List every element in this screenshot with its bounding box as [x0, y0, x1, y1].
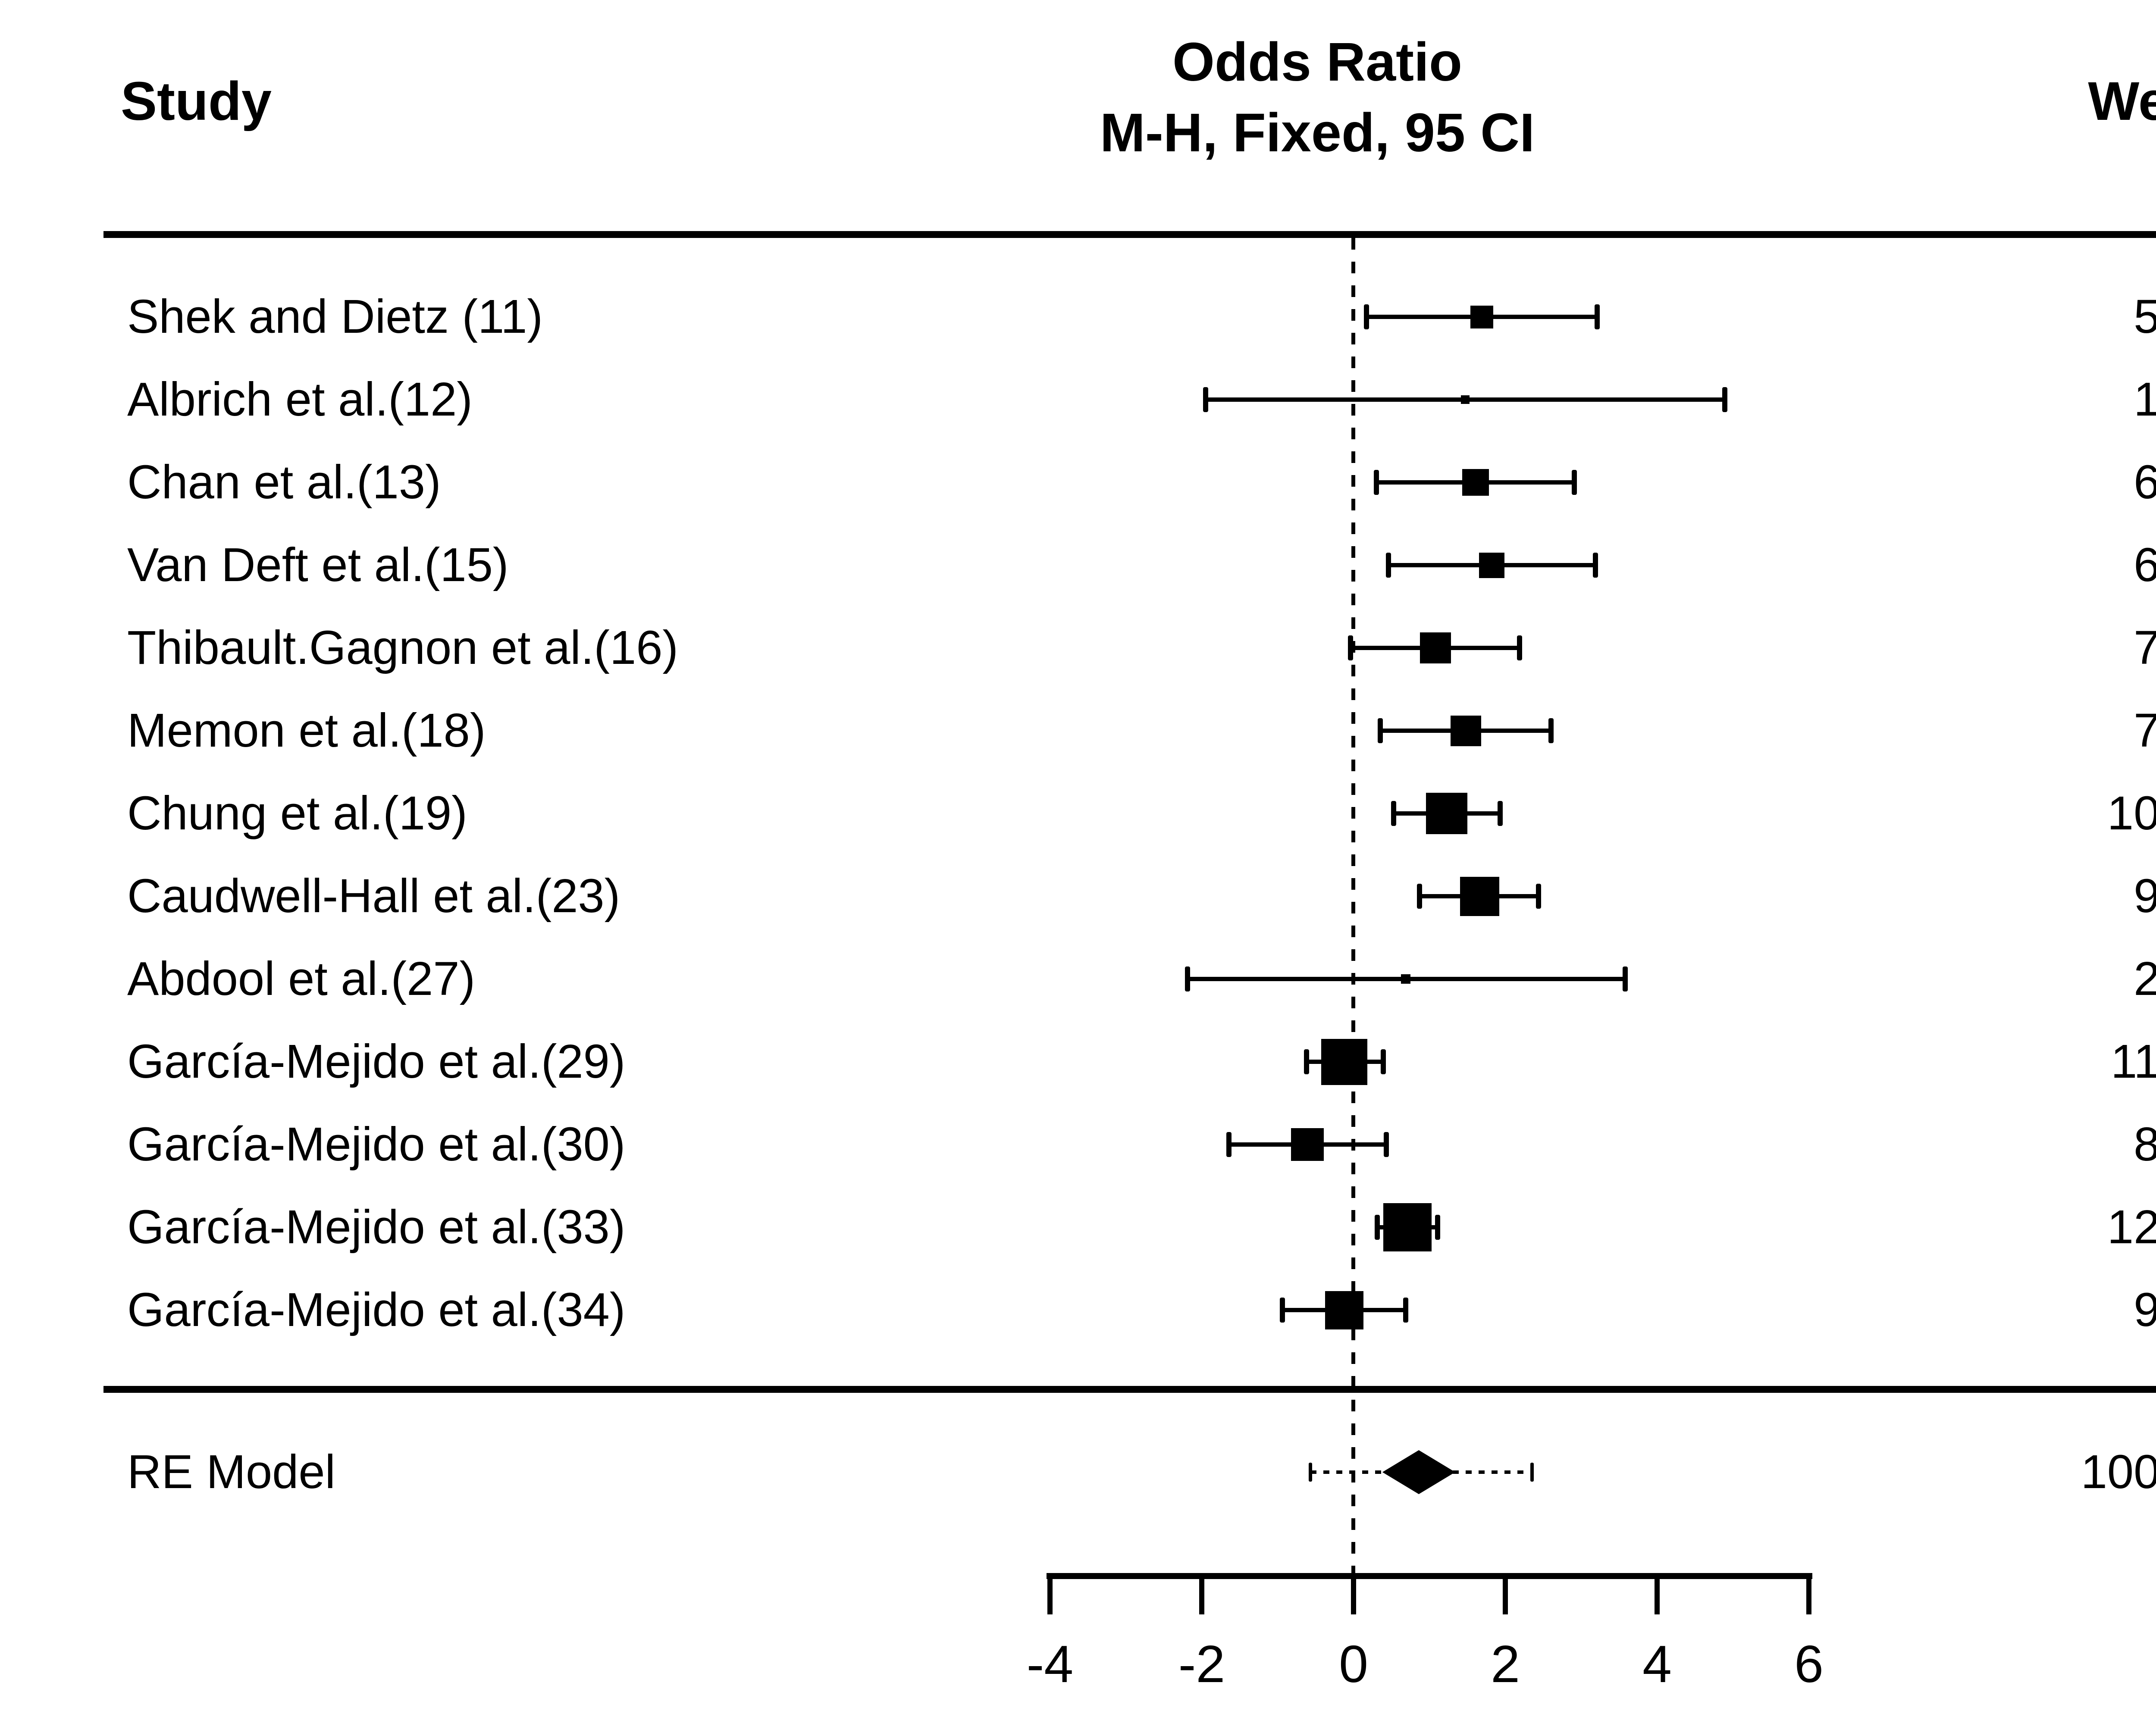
x-axis-tick [1655, 1579, 1660, 1614]
study-label: García-Mejido et al.(29) [127, 1035, 626, 1088]
ci-cap-right [1403, 1298, 1409, 1323]
x-axis-tick [1351, 1579, 1356, 1614]
study-label: Thibault.Gagnon et al.(16) [127, 621, 678, 674]
ci-cap-right [1548, 718, 1554, 743]
x-axis-tick [1047, 1579, 1053, 1614]
x-axis-tick [1806, 1579, 1811, 1614]
summary-divider-rule [103, 1386, 2156, 1393]
weight-value: 2.32% [2134, 952, 2156, 1005]
weight-value: 11.53% [2111, 1035, 2156, 1088]
point-estimate-marker [1460, 395, 1470, 404]
summary-label: RE Model [127, 1445, 335, 1498]
x-axis-tick-label: 2 [1491, 1635, 1520, 1693]
ci-cap-right [1383, 1132, 1389, 1157]
ci-cap-left [1304, 1049, 1309, 1074]
weight-value: 6.43% [2134, 538, 2156, 591]
point-estimate-marker [1462, 469, 1489, 496]
x-axis-tick-label: -2 [1178, 1635, 1225, 1693]
ci-cap-right [1380, 1049, 1386, 1074]
weight-value: 6.73% [2134, 456, 2156, 509]
study-label: Shek and Dietz (11) [127, 290, 543, 343]
ci-cap-right [1594, 304, 1600, 329]
weight-value: 12.12% [2107, 1201, 2156, 1254]
zero-reference-line [1351, 238, 1355, 1576]
study-label: Memon et al.(18) [127, 704, 486, 757]
ci-cap-left [1391, 801, 1397, 826]
study-label: Chan et al.(13) [127, 456, 441, 509]
x-axis-tick [1503, 1579, 1508, 1614]
ci-cap-right [1593, 553, 1598, 578]
weight-value: 7.69% [2134, 704, 2156, 757]
ci-cap-right [1536, 884, 1542, 909]
point-estimate-marker [1450, 715, 1481, 746]
x-axis-tick-label: 4 [1642, 1635, 1672, 1693]
ci-cap-right [1722, 387, 1727, 412]
weight-value: 9.60% [2134, 1283, 2156, 1336]
ci-cap-left [1417, 884, 1423, 909]
column-header-center-effect-line2: M-H, Fixed, 95 CI [1100, 102, 1535, 163]
study-label: Albrich et al.(12) [127, 373, 473, 426]
column-header-center-effect: Odds Ratio M-H, Fixed, 95 CI [929, 27, 1705, 168]
point-estimate-marker [1470, 305, 1493, 328]
study-label: Chung et al.(19) [127, 787, 467, 840]
header-divider-rule [103, 231, 2156, 238]
column-header-center-effect-line1: Odds Ratio [1172, 31, 1463, 92]
weight-value: 10.34% [2107, 787, 2156, 840]
study-label: García-Mejido et al.(30) [127, 1118, 626, 1171]
point-estimate-marker [1426, 793, 1468, 834]
column-header-study: Study [121, 71, 272, 131]
point-estimate-marker [1325, 1291, 1364, 1329]
study-label: Abdool et al.(27) [127, 952, 476, 1005]
x-axis-tick-label: -4 [1026, 1635, 1074, 1693]
point-estimate-marker [1401, 974, 1411, 984]
weight-value: 8.24% [2134, 1118, 2156, 1171]
weight-value: 9.80% [2134, 869, 2156, 923]
x-axis-tick [1199, 1579, 1204, 1614]
ci-cap-left [1363, 304, 1369, 329]
ci-cap-right [1623, 966, 1628, 991]
ci-cap-left [1203, 387, 1208, 412]
x-axis-line [1047, 1573, 1812, 1579]
ci-cap-right [1572, 470, 1577, 495]
weight-value: 7.74% [2134, 621, 2156, 674]
point-estimate-marker [1420, 632, 1451, 663]
prediction-interval-cap-left [1308, 1463, 1312, 1482]
x-axis-tick-label: 6 [1794, 1635, 1824, 1693]
study-label: García-Mejido et al.(34) [127, 1283, 626, 1336]
ci-cap-left [1348, 635, 1353, 660]
study-label: García-Mejido et al.(33) [127, 1201, 626, 1254]
column-header-weight: Weight [2088, 71, 2156, 131]
weight-value: 5.73% [2134, 290, 2156, 343]
ci-cap-left [1377, 718, 1383, 743]
x-axis-tick-label: 0 [1339, 1635, 1368, 1693]
ci-cap-left [1385, 553, 1391, 578]
ci-cap-left [1374, 1215, 1380, 1240]
ci-cap-left [1279, 1298, 1285, 1323]
point-estimate-marker [1479, 552, 1504, 578]
point-estimate-marker [1321, 1038, 1368, 1085]
ci-cap-left [1226, 1132, 1232, 1157]
ci-cap-right [1435, 1215, 1441, 1240]
point-estimate-marker [1460, 876, 1499, 916]
study-label: Van Deft et al.(15) [127, 538, 509, 591]
study-label: Caudwell-Hall et al.(23) [127, 869, 620, 923]
ci-cap-left [1373, 470, 1379, 495]
prediction-interval-cap-right [1530, 1463, 1534, 1482]
point-estimate-marker [1291, 1128, 1324, 1161]
ci-cap-right [1497, 801, 1503, 826]
ci-cap-left [1185, 966, 1190, 991]
point-estimate-marker [1383, 1203, 1432, 1251]
weight-value: 1.74% [2134, 373, 2156, 426]
summary-weight-value: 100.00% [2081, 1445, 2156, 1498]
ci-cap-right [1517, 635, 1523, 660]
